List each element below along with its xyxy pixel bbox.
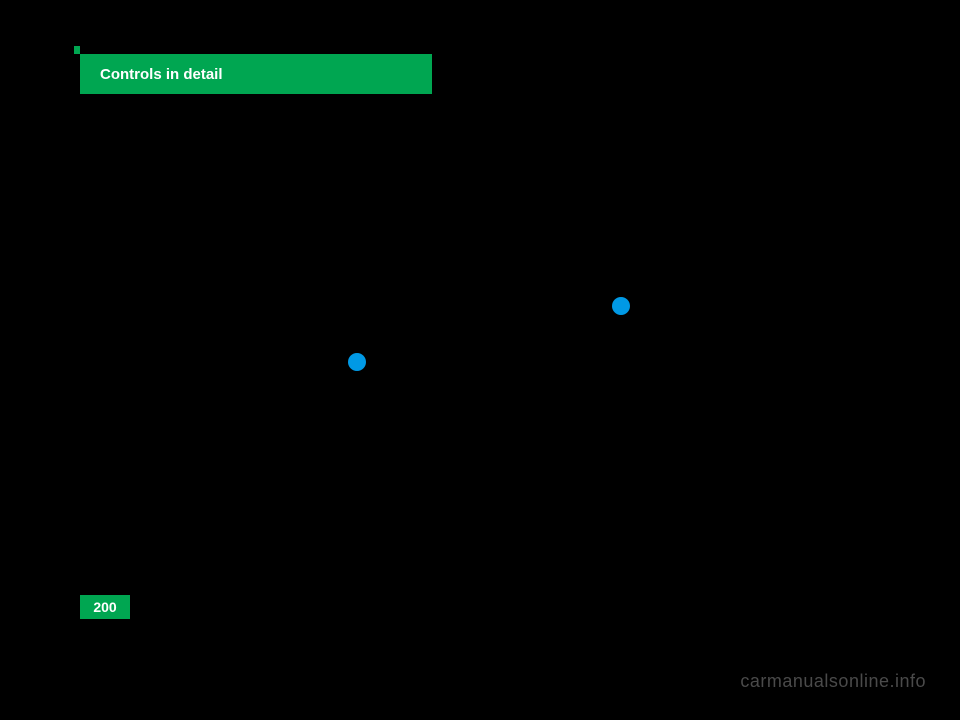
callout-dot-icon: [612, 297, 630, 315]
section-header-bar: Controls in detail: [80, 54, 432, 94]
header-accent-tick: [74, 46, 80, 54]
watermark-text: carmanualsonline.info: [740, 671, 926, 692]
section-title: Controls in detail: [100, 66, 223, 83]
page-number-badge: 200: [80, 595, 130, 619]
page-number: 200: [93, 599, 116, 615]
callout-dot-icon: [348, 353, 366, 371]
